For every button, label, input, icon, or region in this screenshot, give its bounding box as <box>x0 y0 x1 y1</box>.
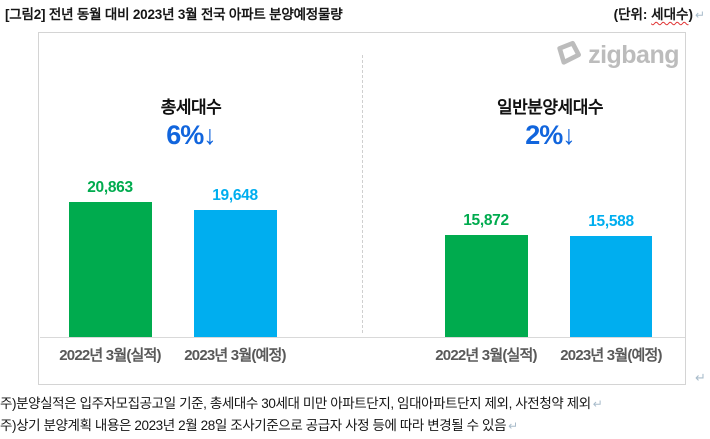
group-change-badge: 2%↓ <box>525 120 576 150</box>
zigbang-wordmark: zigbang <box>588 41 679 69</box>
bar-value-label: 15,588 <box>588 213 634 230</box>
bar-2023-total <box>194 210 277 337</box>
bar-2022-general <box>445 235 528 337</box>
x-axis-line <box>40 337 685 338</box>
bar-value-label: 19,648 <box>212 187 258 204</box>
chart-figure: zigbang 총세대수 6%↓ 일반분양세대수 2%↓ 20,863 19,6… <box>38 32 686 385</box>
paragraph-mark-icon: ↵ <box>508 419 518 433</box>
group-title: 일반분양세대수 <box>497 98 603 117</box>
group-change-badge: 6%↓ <box>166 120 217 150</box>
bar-value-label: 20,863 <box>87 179 133 196</box>
bar-value-label: 15,872 <box>463 212 509 229</box>
group-heading-general: 일반분양세대수 2%↓ <box>440 97 660 151</box>
x-axis-category: 2023년 3월(예정) <box>560 347 662 364</box>
paragraph-mark-icon: ↵ <box>592 397 603 411</box>
zigbang-logo: zigbang <box>553 40 679 71</box>
group-title: 총세대수 <box>160 98 222 117</box>
group-heading-total: 총세대수 6%↓ <box>81 97 301 151</box>
x-axis-category: 2023년 3월(예정) <box>184 347 286 364</box>
group-divider-dashed-line <box>362 55 363 333</box>
zigbang-icon <box>553 40 583 71</box>
footnote-text: 주)상기 분양계획 내용은 2023년 2월 28일 조사기준으로 공급자 사정… <box>0 418 507 433</box>
unit-suffix: ) <box>688 7 693 22</box>
bar-2023-general <box>570 236 652 337</box>
x-axis-category: 2022년 3월(실적) <box>435 347 537 364</box>
footnote-line: 주)상기 분양계획 내용은 2023년 2월 28일 조사기준으로 공급자 사정… <box>0 414 710 434</box>
unit-label: (단위: 세대수) ↵ <box>614 3 705 23</box>
title-row: [그림2] 전년 동월 대비 2023년 3월 전국 아파트 분양예정물량 (단… <box>5 3 705 23</box>
unit-prefix: (단위: <box>613 7 652 22</box>
footnote-line: 주)분양실적은 입주자모집공고일 기준, 총세대수 30세대 미만 아파트단지,… <box>0 392 710 412</box>
bar-2022-total <box>69 202 152 337</box>
paragraph-mark-icon: ↵ <box>694 8 705 22</box>
paragraph-mark-icon: ↵ <box>695 370 706 385</box>
footnote-text: 주)분양실적은 입주자모집공고일 기준, 총세대수 30세대 미만 아파트단지,… <box>0 396 591 411</box>
x-axis-category: 2022년 3월(실적) <box>59 347 161 364</box>
figure-title: [그림2] 전년 동월 대비 2023년 3월 전국 아파트 분양예정물량 <box>5 7 343 22</box>
unit-word: 세대수 <box>651 7 689 22</box>
